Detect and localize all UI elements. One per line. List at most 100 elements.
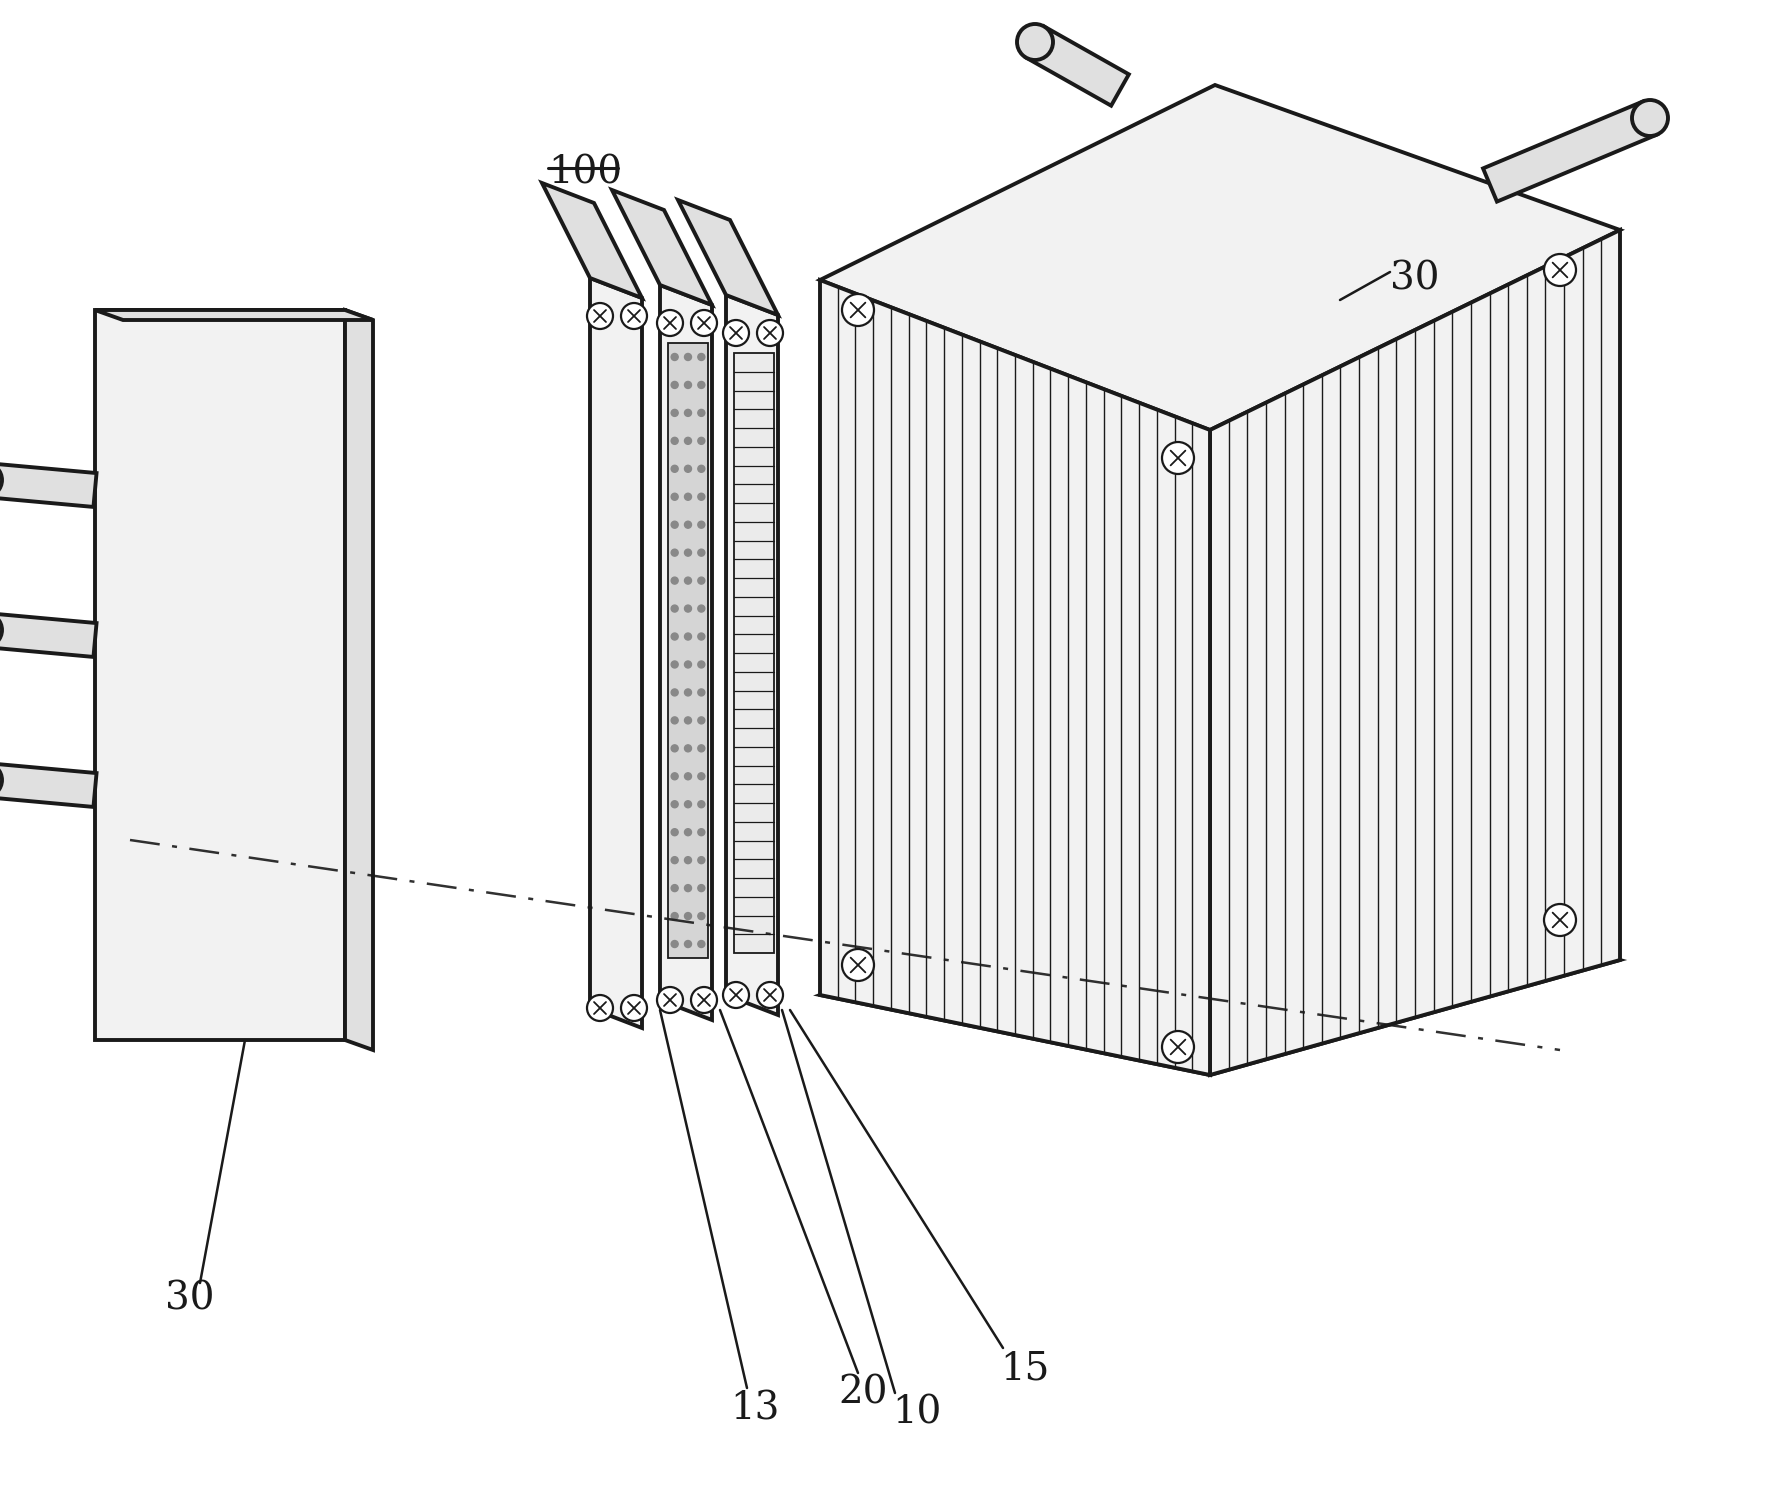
Circle shape	[756, 982, 783, 1008]
Circle shape	[698, 717, 705, 723]
Circle shape	[684, 549, 691, 557]
Circle shape	[684, 465, 691, 472]
Circle shape	[587, 995, 613, 1022]
Circle shape	[0, 613, 2, 647]
Circle shape	[587, 303, 613, 330]
Circle shape	[843, 949, 875, 982]
Circle shape	[843, 294, 875, 327]
Circle shape	[684, 578, 691, 584]
Circle shape	[671, 549, 679, 557]
Circle shape	[684, 633, 691, 640]
Circle shape	[671, 772, 679, 780]
Circle shape	[698, 772, 705, 780]
Circle shape	[684, 772, 691, 780]
Text: 20: 20	[838, 1375, 887, 1412]
Circle shape	[698, 800, 705, 808]
Polygon shape	[590, 278, 641, 1028]
Circle shape	[698, 857, 705, 864]
Circle shape	[698, 382, 705, 389]
Text: 100: 100	[548, 154, 622, 192]
Polygon shape	[668, 343, 709, 958]
Polygon shape	[611, 190, 712, 304]
Circle shape	[671, 521, 679, 529]
Circle shape	[671, 353, 679, 361]
Circle shape	[698, 940, 705, 947]
Polygon shape	[820, 845, 1620, 1075]
Polygon shape	[95, 310, 373, 319]
Circle shape	[698, 689, 705, 696]
Text: 10: 10	[892, 1394, 942, 1432]
Circle shape	[684, 689, 691, 696]
Circle shape	[723, 319, 749, 346]
Circle shape	[684, 353, 691, 361]
Polygon shape	[1483, 101, 1657, 202]
Circle shape	[684, 940, 691, 947]
Circle shape	[684, 410, 691, 416]
Circle shape	[756, 319, 783, 346]
Circle shape	[671, 410, 679, 416]
Circle shape	[1163, 443, 1194, 474]
Circle shape	[671, 829, 679, 836]
Circle shape	[1544, 254, 1576, 287]
Text: 13: 13	[730, 1390, 779, 1427]
Polygon shape	[679, 200, 777, 315]
Circle shape	[671, 689, 679, 696]
Circle shape	[671, 604, 679, 612]
Polygon shape	[542, 183, 641, 298]
Circle shape	[698, 549, 705, 557]
Circle shape	[1544, 904, 1576, 936]
Circle shape	[684, 857, 691, 864]
Circle shape	[671, 745, 679, 751]
Circle shape	[657, 310, 684, 336]
Circle shape	[671, 578, 679, 584]
Circle shape	[698, 410, 705, 416]
Circle shape	[671, 800, 679, 808]
Circle shape	[698, 353, 705, 361]
Circle shape	[684, 745, 691, 751]
Circle shape	[684, 885, 691, 891]
Polygon shape	[820, 281, 1210, 1075]
Circle shape	[684, 604, 691, 612]
Circle shape	[0, 463, 2, 497]
Circle shape	[671, 940, 679, 947]
Text: 15: 15	[1000, 1350, 1050, 1387]
Circle shape	[671, 633, 679, 640]
Circle shape	[684, 493, 691, 500]
Circle shape	[698, 661, 705, 668]
Circle shape	[671, 382, 679, 389]
Circle shape	[684, 829, 691, 836]
Polygon shape	[0, 463, 97, 506]
Circle shape	[698, 885, 705, 891]
Circle shape	[0, 763, 2, 797]
Circle shape	[684, 438, 691, 444]
Polygon shape	[733, 353, 774, 953]
Polygon shape	[95, 310, 345, 1040]
Circle shape	[684, 717, 691, 723]
Circle shape	[1163, 1031, 1194, 1063]
Circle shape	[698, 465, 705, 472]
Circle shape	[691, 310, 717, 336]
Polygon shape	[0, 763, 97, 806]
Circle shape	[684, 913, 691, 919]
Circle shape	[723, 982, 749, 1008]
Circle shape	[671, 465, 679, 472]
Polygon shape	[661, 285, 712, 1020]
Polygon shape	[1027, 27, 1129, 105]
Circle shape	[698, 604, 705, 612]
Circle shape	[1018, 24, 1053, 59]
Circle shape	[698, 829, 705, 836]
Circle shape	[698, 578, 705, 584]
Circle shape	[698, 633, 705, 640]
Polygon shape	[820, 85, 1620, 431]
Circle shape	[698, 438, 705, 444]
Text: 30: 30	[164, 1280, 214, 1317]
Circle shape	[671, 438, 679, 444]
Circle shape	[684, 661, 691, 668]
Circle shape	[657, 988, 684, 1013]
Circle shape	[698, 913, 705, 919]
Polygon shape	[345, 310, 373, 1050]
Circle shape	[671, 857, 679, 864]
Circle shape	[1633, 99, 1668, 137]
Circle shape	[671, 493, 679, 500]
Circle shape	[671, 885, 679, 891]
